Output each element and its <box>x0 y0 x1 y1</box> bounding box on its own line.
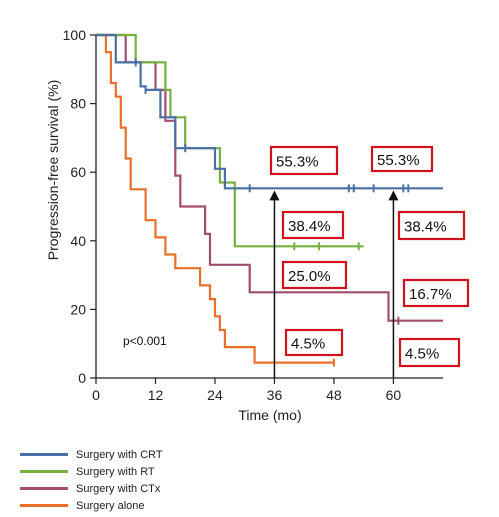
x-tick-label: 12 <box>148 387 164 403</box>
x-axis-label: Time (mo) <box>238 407 301 423</box>
arrow-head <box>269 190 280 201</box>
annotation-label: 4.5% <box>405 346 439 363</box>
x-tick-label: 24 <box>207 387 223 403</box>
y-tick-label: 80 <box>70 96 86 112</box>
annotation-box <box>402 278 470 308</box>
annotation-box <box>370 145 434 173</box>
annotation-label: 38.4% <box>288 218 331 235</box>
x-tick-label: 48 <box>326 387 342 403</box>
survival-chart: 0 20 40 60 80 100 0 12 24 36 48 60 55.3% 55.3% 38.4% 3… <box>45 27 470 423</box>
series-line-surgery-with-ctx <box>96 33 443 322</box>
p-value-label: p<0.001 <box>123 334 167 348</box>
x-tick-label: 60 <box>386 387 402 403</box>
y-tick-label: 60 <box>70 164 86 180</box>
annotation-label: 25.0% <box>288 268 331 285</box>
series-line-surgery-alone <box>96 33 334 364</box>
legend-label: Surgery with CRT <box>76 448 163 461</box>
legend-item: Surgery with CRT <box>20 446 163 463</box>
legend-item: Surgery with RT <box>20 463 163 480</box>
annotation-label: 16.7% <box>409 286 452 303</box>
y-tick-label: 100 <box>63 27 87 43</box>
annotation-box <box>281 210 345 240</box>
annotation-label: 38.4% <box>404 219 447 236</box>
annotation-box <box>397 210 466 241</box>
legend-swatch <box>20 470 68 473</box>
chart-axes: 0 20 40 60 80 100 0 12 24 36 48 60 <box>63 27 443 403</box>
y-axis-label: Progression-free survival (%) <box>45 80 61 261</box>
y-tick-label: 20 <box>70 301 86 317</box>
legend-swatch <box>20 504 68 507</box>
x-tick-label: 36 <box>267 387 283 403</box>
y-tick-label: 40 <box>70 233 86 249</box>
legend-swatch <box>20 453 68 456</box>
chart-series <box>96 33 443 367</box>
annotation-box <box>269 145 339 176</box>
annotation-box <box>398 337 461 368</box>
annotation-label: 55.3% <box>276 154 319 171</box>
chart-annotations: 55.3% 55.3% 38.4% 38.4% 25.0% 16.7% 4.5% 4.5% <box>269 145 470 368</box>
chart-legend: Surgery with CRT Surgery with RT Surgery… <box>20 446 163 514</box>
annotation-box <box>281 260 348 290</box>
legend-item: Surgery with CTx <box>20 480 163 497</box>
chart-arrows <box>269 190 399 378</box>
legend-label: Surgery with RT <box>76 465 155 478</box>
annotation-label: 55.3% <box>377 152 420 169</box>
x-tick-label: 0 <box>92 387 100 403</box>
annotation-label: 4.5% <box>291 336 325 353</box>
legend-swatch <box>20 487 68 490</box>
legend-item: Surgery alone <box>20 497 163 514</box>
annotation-box <box>284 328 344 357</box>
series-line-surgery-with-crt <box>96 33 443 190</box>
y-tick-label: 0 <box>78 370 86 386</box>
legend-label: Surgery alone <box>76 499 145 512</box>
arrow-head <box>388 190 399 201</box>
legend-label: Surgery with CTx <box>76 482 161 495</box>
